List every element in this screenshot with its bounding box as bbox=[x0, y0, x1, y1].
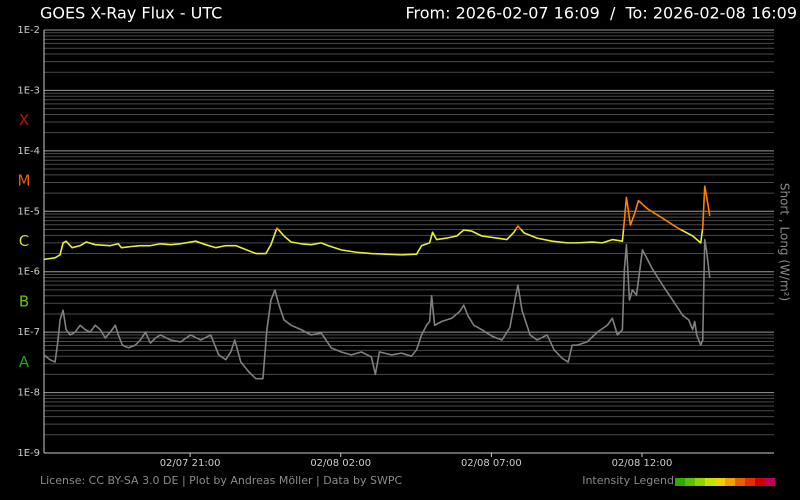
legend-swatch bbox=[705, 478, 716, 486]
legend-swatch bbox=[715, 478, 726, 486]
y-axis-label: Short , Long (W/m²) bbox=[778, 183, 792, 301]
legend-swatch bbox=[745, 478, 756, 486]
y-tick-label: 1E-3 bbox=[17, 85, 40, 96]
series-line bbox=[43, 238, 711, 380]
flare-class-label: X bbox=[19, 111, 29, 129]
flare-class-label: A bbox=[19, 353, 30, 371]
chart-subtitle: From: 2026-02-07 16:09 / To: 2026-02-08 … bbox=[405, 4, 797, 23]
legend-swatch bbox=[765, 478, 776, 486]
legend-swatch bbox=[735, 478, 746, 486]
flare-class-label: M bbox=[18, 172, 31, 190]
legend-swatch bbox=[695, 478, 706, 486]
series-line bbox=[43, 185, 711, 261]
y-tick-label: 1E-8 bbox=[17, 388, 40, 399]
x-tick-label: 02/08 02:00 bbox=[310, 458, 371, 469]
y-tick-label: 1E-2 bbox=[17, 25, 40, 36]
y-tick-label: 1E-4 bbox=[17, 146, 40, 157]
x-tick-label: 02/08 07:00 bbox=[461, 458, 522, 469]
flare-class-label: B bbox=[19, 292, 29, 310]
y-tick-label: 1E-7 bbox=[17, 327, 40, 338]
legend-swatch bbox=[675, 478, 686, 486]
flare-class-label: C bbox=[19, 232, 29, 250]
y-tick-label: 1E-9 bbox=[17, 448, 40, 459]
legend-swatch bbox=[725, 478, 736, 486]
chart-title: GOES X-Ray Flux - UTC bbox=[40, 4, 222, 23]
x-tick-label: 02/08 12:00 bbox=[612, 458, 673, 469]
legend-swatch bbox=[755, 478, 766, 486]
x-tick-label: 02/07 21:00 bbox=[160, 458, 221, 469]
y-tick-label: 1E-6 bbox=[17, 267, 40, 278]
legend-swatch bbox=[685, 478, 696, 486]
y-tick-label: 1E-5 bbox=[17, 206, 40, 217]
legend-label: Intensity Legend bbox=[582, 474, 674, 487]
footer: License: CC BY-SA 3.0 DE | Plot by Andre… bbox=[40, 474, 402, 487]
